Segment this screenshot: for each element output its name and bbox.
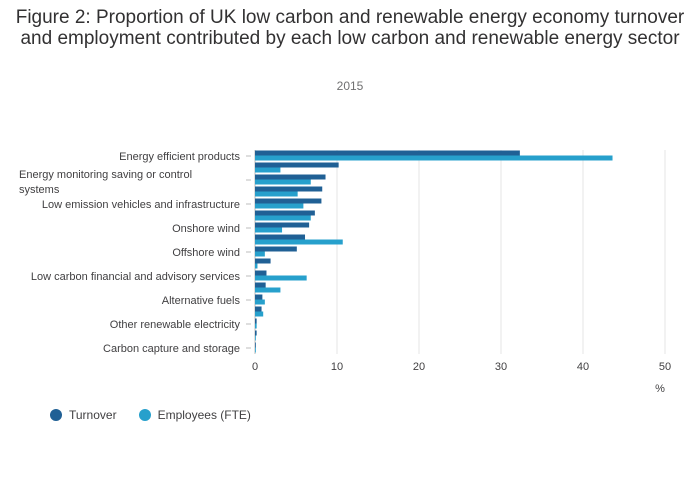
bar-employees: [255, 275, 307, 281]
bar-turnover: [255, 198, 322, 204]
legend-swatch-turnover: [50, 409, 62, 421]
bar-turnover: [255, 210, 315, 216]
y-category-label: Onshore wind: [172, 223, 240, 235]
bar-turnover: [255, 306, 262, 312]
y-category-label-cont: systems: [19, 184, 60, 196]
bar-employees: [255, 215, 311, 221]
legend-item-turnover[interactable]: Turnover: [50, 408, 117, 422]
bar-turnover: [255, 150, 520, 156]
x-tick-label: 20: [413, 361, 425, 373]
bar-employees: [255, 263, 258, 269]
x-tick-label: 30: [495, 361, 507, 373]
bar-turnover: [255, 282, 266, 288]
x-axis-label: %: [655, 383, 665, 395]
bar-turnover: [255, 162, 339, 168]
bar-turnover: [255, 234, 306, 240]
y-category-label: Offshore wind: [172, 247, 240, 259]
y-category-label: Alternative fuels: [162, 295, 241, 307]
bar-turnover: [255, 222, 310, 228]
legend-label-employees: Employees (FTE): [157, 408, 251, 422]
bar-turnover: [255, 246, 297, 252]
legend-item-employees[interactable]: Employees (FTE): [138, 408, 251, 422]
bar-turnover: [255, 330, 257, 336]
y-category-label: Other renewable electricity: [110, 319, 241, 331]
bar-employees: [255, 227, 283, 233]
bar-employees: [255, 323, 257, 329]
bar-employees: [255, 239, 343, 245]
x-tick-label: 50: [659, 361, 671, 373]
bar-employees: [255, 347, 256, 353]
x-tick-label: 40: [577, 361, 589, 373]
legend-label-turnover: Turnover: [69, 408, 117, 422]
bar-employees: [255, 167, 281, 173]
y-category-label: Low emission vehicles and infrastructure: [42, 199, 240, 211]
bar-turnover: [255, 270, 267, 276]
bar-turnover: [255, 294, 263, 300]
y-category-label: Low carbon financial and advisory servic…: [31, 271, 241, 283]
legend-swatch-employees: [138, 409, 151, 421]
bar-turnover: [255, 318, 257, 324]
chart-title: Figure 2: Proportion of UK low carbon an…: [15, 7, 685, 49]
x-tick-label: 0: [252, 361, 258, 373]
legend: Turnover Employees (FTE): [50, 408, 251, 422]
x-tick-label: 10: [331, 361, 343, 373]
bar-employees: [255, 299, 265, 305]
y-category-label: Energy monitoring saving or control: [19, 169, 192, 181]
bar-turnover: [255, 174, 326, 180]
bar-employees: [255, 203, 304, 209]
chart-subtitle: 2015: [336, 79, 364, 93]
bar-employees: [255, 251, 265, 257]
bar-turnover: [255, 186, 323, 192]
bar-employees: [255, 287, 281, 293]
bar-turnover: [255, 342, 256, 348]
y-category-label: Carbon capture and storage: [103, 343, 240, 355]
bar-employees: [255, 335, 256, 341]
bar-employees: [255, 191, 298, 197]
y-category-label: Energy efficient products: [119, 151, 240, 163]
bar-employees: [255, 311, 264, 317]
bar-employees: [255, 179, 311, 185]
bar-employees: [255, 155, 613, 161]
bar-turnover: [255, 258, 271, 264]
